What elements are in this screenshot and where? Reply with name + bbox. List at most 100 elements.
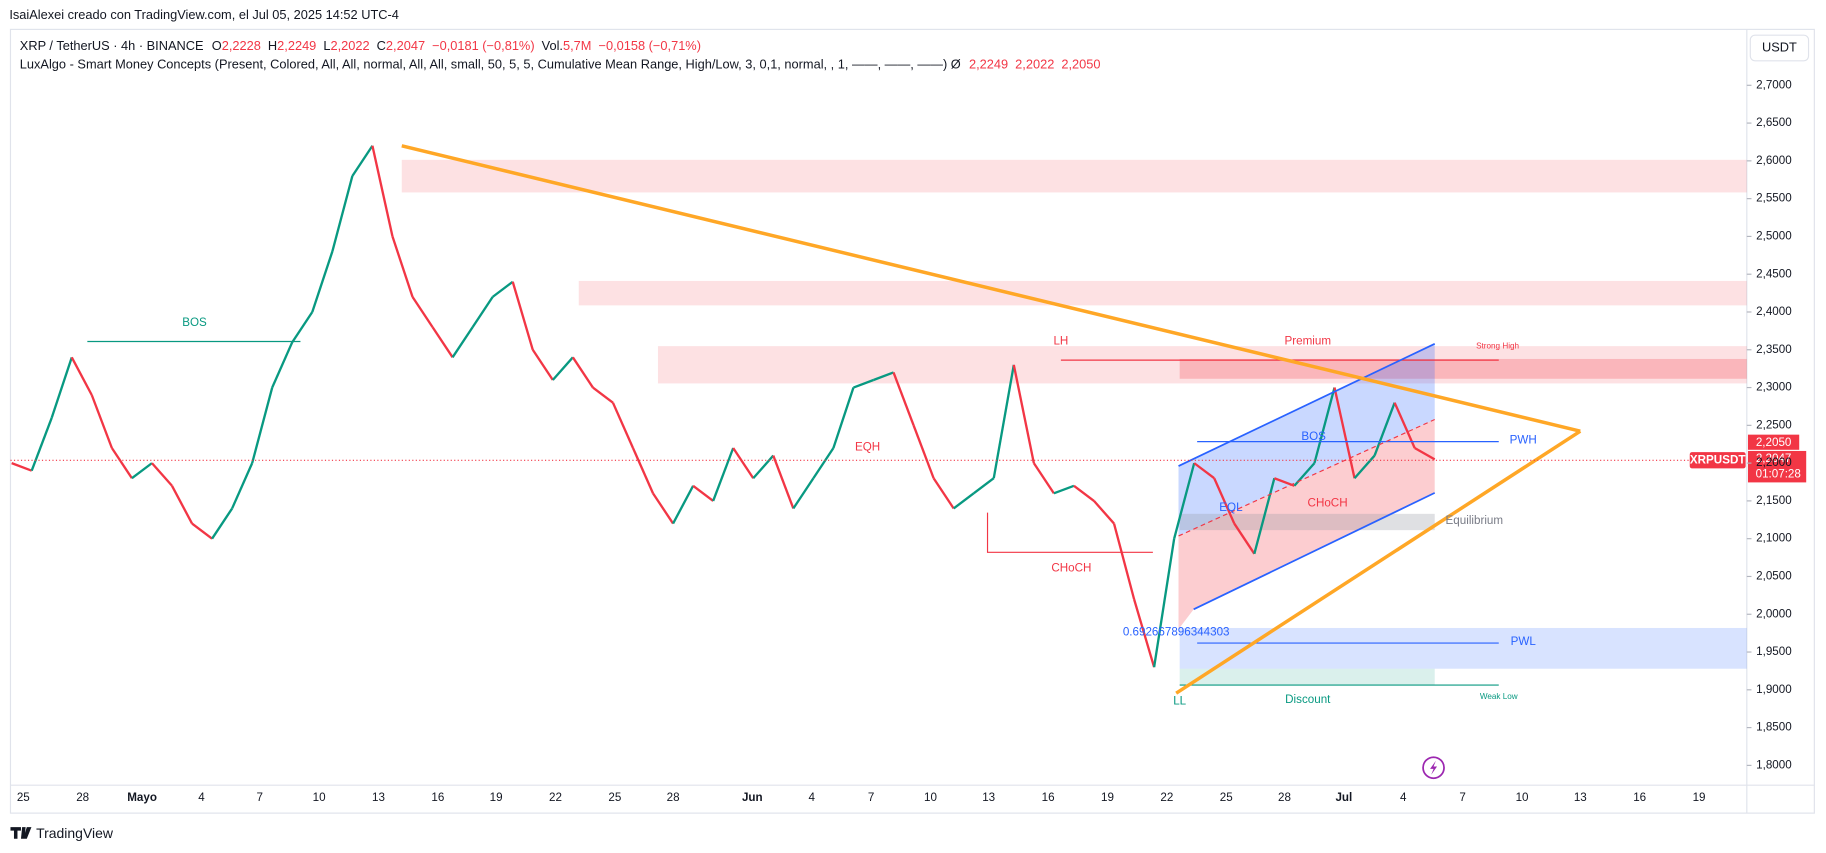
price-segment (90, 394, 113, 449)
price-segment (832, 387, 855, 449)
annotation: Premium (1285, 335, 1332, 348)
symbol-tag (1689, 452, 1746, 469)
unit-label[interactable]: USDT (1762, 39, 1797, 54)
price-path (11, 145, 1436, 668)
price-segment (431, 326, 454, 358)
price-tick-label: 1,8500 (1756, 721, 1792, 734)
price-segment (1152, 538, 1176, 668)
price-segment (652, 492, 675, 525)
price-segment (30, 417, 53, 472)
time-tick-label: 7 (1459, 791, 1465, 804)
price-segment (1313, 387, 1336, 464)
unit-button[interactable] (1749, 34, 1810, 62)
price-segment (1414, 446, 1436, 461)
annotation: BOS (1301, 430, 1326, 443)
time-tick-label: 28 (76, 791, 89, 804)
time-tick-label: 13 (982, 791, 995, 804)
price-segment (1093, 500, 1115, 525)
time-tick-label: 25 (1220, 791, 1233, 804)
price-tick-label: 2,6500 (1756, 116, 1792, 129)
price-tick-label: 2,2000 (1756, 456, 1792, 469)
price-tick-label: 2,4000 (1756, 305, 1792, 318)
price-segment (11, 462, 33, 472)
price-segment (1112, 523, 1136, 600)
time-tick-label: 19 (1693, 791, 1706, 804)
supply-zone (401, 159, 1747, 193)
price-segment (1053, 484, 1075, 495)
time-tick-label: 4 (808, 791, 815, 804)
indicator-line: LuxAlgo - Smart Money Concepts (Present,… (20, 57, 1101, 72)
supply-zone (657, 346, 1747, 384)
price-tick-label: 2,7000 (1756, 78, 1792, 91)
annotation: Strong High (1476, 341, 1519, 350)
annotation: EQH (855, 441, 880, 454)
price-segment (932, 477, 955, 510)
price-tick-label: 1,9500 (1756, 645, 1792, 658)
ohlc-label: L (323, 38, 330, 53)
price-segment (952, 492, 975, 510)
price-segment (331, 175, 354, 252)
trendline-lower (1175, 429, 1582, 695)
price-segment (1132, 598, 1156, 668)
annotation: CHoCH (1051, 562, 1091, 575)
price-segment (1253, 477, 1276, 555)
price-segment (1032, 462, 1055, 494)
price-segment (912, 424, 935, 479)
annotation: Equilibrium (1446, 514, 1504, 527)
price-segment (672, 485, 695, 525)
price-segment (1393, 402, 1416, 449)
price-tick-label: 1,8000 (1756, 758, 1792, 771)
ohlc-label: H (268, 38, 277, 53)
price-segment (551, 356, 574, 381)
price-segment (251, 387, 274, 464)
price-segment (131, 462, 153, 480)
discount-zone (1179, 668, 1435, 686)
price-segment (311, 251, 334, 313)
price-segment (973, 477, 995, 495)
price-segment (712, 447, 735, 502)
time-tick-label: 10 (313, 791, 326, 804)
time-tick-label: 22 (1160, 791, 1173, 804)
credit: IsaiAlexei creado con TradingView.com, e… (9, 7, 399, 22)
price-segment (752, 454, 775, 480)
time-tick-label: 19 (490, 791, 503, 804)
ohlc-label: C (377, 38, 386, 53)
choch-line (986, 512, 1153, 553)
price-segment (391, 236, 414, 298)
price-tick-label: 2,1000 (1756, 532, 1792, 545)
price-segment (1353, 454, 1376, 480)
countdown: 01:07:28 (1756, 467, 1801, 480)
price-tag-text: 2,2050 (1756, 436, 1792, 449)
price-segment (511, 281, 534, 351)
price-segment (151, 462, 173, 487)
alert-icon[interactable] (1422, 756, 1445, 780)
time-tick-label: 4 (1400, 791, 1407, 804)
price-segment (1193, 462, 1215, 480)
time-tick-label: 4 (198, 791, 205, 804)
annotation: 0.692667896344303 (1123, 626, 1230, 639)
channel-top (1178, 343, 1436, 467)
price-segment (271, 341, 294, 389)
price-segment (1073, 484, 1095, 502)
price-tag (1747, 434, 1800, 450)
price-segment (1173, 462, 1196, 539)
indicator-value: 2,2050 (1061, 57, 1100, 72)
channel-lower (1178, 419, 1435, 630)
price-segment (1012, 364, 1035, 464)
price-tick-label: 2,1500 (1756, 494, 1792, 507)
annotation: PWH (1510, 434, 1537, 447)
annotation: LH (1053, 335, 1068, 348)
time-tick-label: 7 (868, 791, 874, 804)
price-segment (692, 484, 714, 502)
annotation: CHoCH (1308, 496, 1348, 509)
time-tick-label: 13 (372, 791, 385, 804)
price-tick-label: 2,5000 (1756, 229, 1792, 242)
price-tick-label: 2,5500 (1756, 192, 1792, 205)
price-segment (1233, 522, 1256, 555)
price-segment (191, 522, 213, 540)
price-tick-label: 1,9000 (1756, 683, 1792, 696)
price-tick-label: 2,2500 (1756, 418, 1792, 431)
price-segment (853, 378, 874, 389)
time-tick-label: Mayo (127, 791, 157, 804)
price-segment (491, 280, 514, 298)
